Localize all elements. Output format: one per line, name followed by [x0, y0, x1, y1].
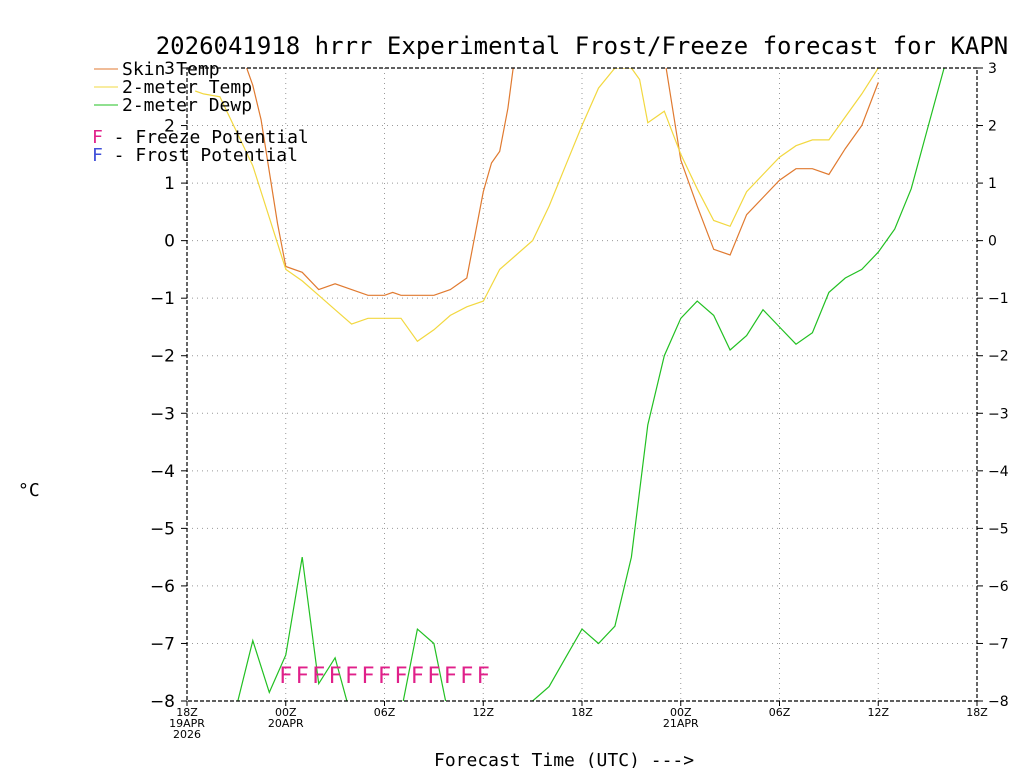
- y-tick-label-left: −3: [150, 404, 175, 424]
- x-tick-label: 00Z: [670, 706, 692, 719]
- y-tick-label-right: −3: [988, 406, 1009, 422]
- x-tick-label: 18Z: [176, 706, 198, 719]
- y-tick-label-left: −8: [150, 692, 175, 712]
- x-tick-label: 12Z: [867, 706, 889, 719]
- series-layer: [195, 68, 945, 701]
- y-tick-label-right: −5: [988, 521, 1009, 537]
- y-tick-label-left: 1: [164, 174, 175, 194]
- x-tick-label: 00Z: [275, 706, 297, 719]
- y-tick-label-left: −5: [150, 519, 175, 539]
- y-axis-ticks: −8 −8 −7 −7 −6 −6 −5 −5 −4 −4 −3 −3 −2 −2 −1 −1 0 0 1 1 2 2 3 3: [150, 59, 1009, 712]
- freeze-marker: F: [394, 664, 407, 689]
- freeze-marker: F: [460, 664, 473, 689]
- y-tick-label-left: −7: [150, 634, 175, 654]
- freeze-marker: F: [312, 664, 325, 689]
- y-tick-label-left: −4: [150, 462, 175, 482]
- y-tick-label-right: 1: [988, 176, 997, 192]
- freeze-marker: F: [477, 664, 490, 689]
- grid-layer: [187, 68, 977, 701]
- x-tick-label: 06Z: [374, 706, 396, 719]
- plot-frame: [186, 67, 978, 702]
- x-tick-label: 2026: [173, 728, 201, 741]
- freeze-marker: F: [444, 664, 457, 689]
- legend-2m-dewp-label: 2-meter Dewp: [122, 95, 252, 116]
- y-tick-label-right: −6: [988, 579, 1009, 595]
- x-tick-label: 19APR: [169, 717, 205, 730]
- legend-2m-temp-label: 2-meter Temp: [122, 77, 252, 98]
- series-skin-temp-line: [246, 68, 879, 296]
- legend-freeze-text: - Freeze Potential: [103, 127, 309, 148]
- x-tick-label: 21APR: [663, 717, 699, 730]
- freeze-marker: F: [411, 664, 424, 689]
- freeze-marker: F: [345, 664, 358, 689]
- y-tick-label-left: −1: [150, 289, 175, 309]
- y-tick-label-right: −4: [988, 464, 1009, 480]
- legend-skin-temp-label: Skin Temp: [122, 59, 220, 80]
- y-tick-label-right: 3: [988, 61, 997, 77]
- legend-frost: F - Frost Potential: [92, 145, 298, 166]
- legend-freeze-letter: F: [92, 127, 103, 148]
- freeze-marker: F: [361, 664, 374, 689]
- freeze-marker: F: [279, 664, 292, 689]
- freeze-marker: F: [329, 664, 342, 689]
- y-tick-label-right: −1: [988, 291, 1009, 307]
- freeze-marker: F: [378, 664, 391, 689]
- y-tick-label-right: 2: [988, 119, 997, 135]
- plot-border: [186, 67, 978, 702]
- freeze-marker: F: [427, 664, 440, 689]
- legend-frost-text: - Frost Potential: [103, 145, 298, 166]
- x-axis-label: Forecast Time (UTC) --->: [434, 750, 694, 768]
- y-tick-label-left: −2: [150, 347, 175, 367]
- y-tick-label-right: −8: [988, 694, 1009, 710]
- series-2-meter-temp-line: [195, 68, 879, 343]
- chart-title: 2026041918 hrrr Experimental Frost/Freez…: [156, 32, 1009, 60]
- y-tick-label-left: −6: [150, 577, 175, 597]
- x-tick-label: 18Z: [571, 706, 593, 719]
- legend-frost-letter: F: [92, 145, 103, 166]
- x-tick-label: 20APR: [268, 717, 304, 730]
- y-tick-label-left: 2: [164, 117, 175, 137]
- x-tick-label: 12Z: [472, 706, 494, 719]
- y-tick-label-right: 0: [988, 234, 997, 250]
- x-tick-label: 06Z: [769, 706, 791, 719]
- legend-freeze: F - Freeze Potential: [92, 127, 309, 148]
- legend: Skin Temp 2-meter Temp 2-meter Dewp F - …: [92, 59, 309, 166]
- series-2-meter-dewp-line: [237, 68, 945, 701]
- y-tick-label-right: −2: [988, 349, 1009, 365]
- y-tick-label-right: −7: [988, 636, 1009, 652]
- y-tick-label-left: 3: [164, 59, 175, 79]
- freeze-marker: F: [296, 664, 309, 689]
- y-axis-label: °C: [18, 480, 40, 501]
- x-tick-label: 18Z: [966, 706, 988, 719]
- y-tick-label-left: 0: [164, 232, 175, 252]
